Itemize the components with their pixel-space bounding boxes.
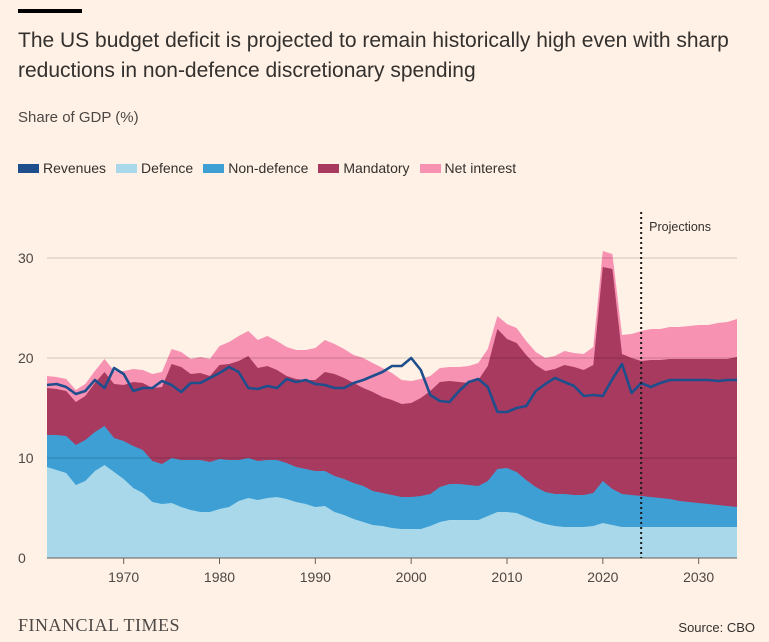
y-tick-label-10: 10	[18, 450, 34, 466]
x-tick-label-2010: 2010	[491, 569, 522, 585]
chart-subtitle: Share of GDP (%)	[18, 109, 139, 126]
legend-item-non-defence: Non-defence	[203, 160, 308, 176]
legend-item-revenues: Revenues	[18, 160, 106, 176]
legend-swatch-net-interest	[419, 163, 441, 173]
x-tick-label-2000: 2000	[396, 569, 427, 585]
brand-bar	[18, 9, 82, 13]
legend-label-non-defence: Non-defence	[228, 160, 309, 176]
x-tick-label-2020: 2020	[587, 569, 618, 585]
area-defence	[47, 465, 737, 558]
legend-item-defence: Defence	[116, 160, 193, 176]
x-tick-label-1970: 1970	[108, 569, 139, 585]
legend-swatch-defence	[116, 163, 138, 173]
legend-label-net-interest: Net interest	[444, 160, 517, 176]
y-tick-label-0: 0	[18, 550, 26, 566]
legend-item-mandatory: Mandatory	[318, 160, 410, 176]
x-tick-label-1980: 1980	[204, 569, 235, 585]
chart-title: The US budget deficit is projected to re…	[18, 29, 729, 82]
legend-label-mandatory: Mandatory	[343, 160, 410, 176]
line-revenues	[46, 356, 737, 414]
projections-label: Projections	[649, 220, 711, 234]
x-tick-label-2030: 2030	[683, 569, 714, 585]
legend-item-net-interest: Net interest	[419, 160, 517, 176]
y-tick-label-30: 30	[18, 250, 34, 266]
legend-label-revenues: Revenues	[43, 160, 107, 176]
legend: Revenues Defence Non-defence Mandatory N…	[18, 160, 516, 176]
legend-swatch-revenues	[18, 163, 39, 173]
legend-label-defence: Defence	[141, 160, 194, 176]
y-tick-label-20: 20	[18, 350, 34, 366]
ft-logo: FINANCIAL TIMES	[18, 615, 181, 635]
legend-swatch-mandatory	[318, 163, 340, 173]
legend-swatch-non-defence	[203, 163, 225, 173]
source-note: Source: CBO	[678, 620, 755, 635]
x-tick-label-1990: 1990	[300, 569, 331, 585]
